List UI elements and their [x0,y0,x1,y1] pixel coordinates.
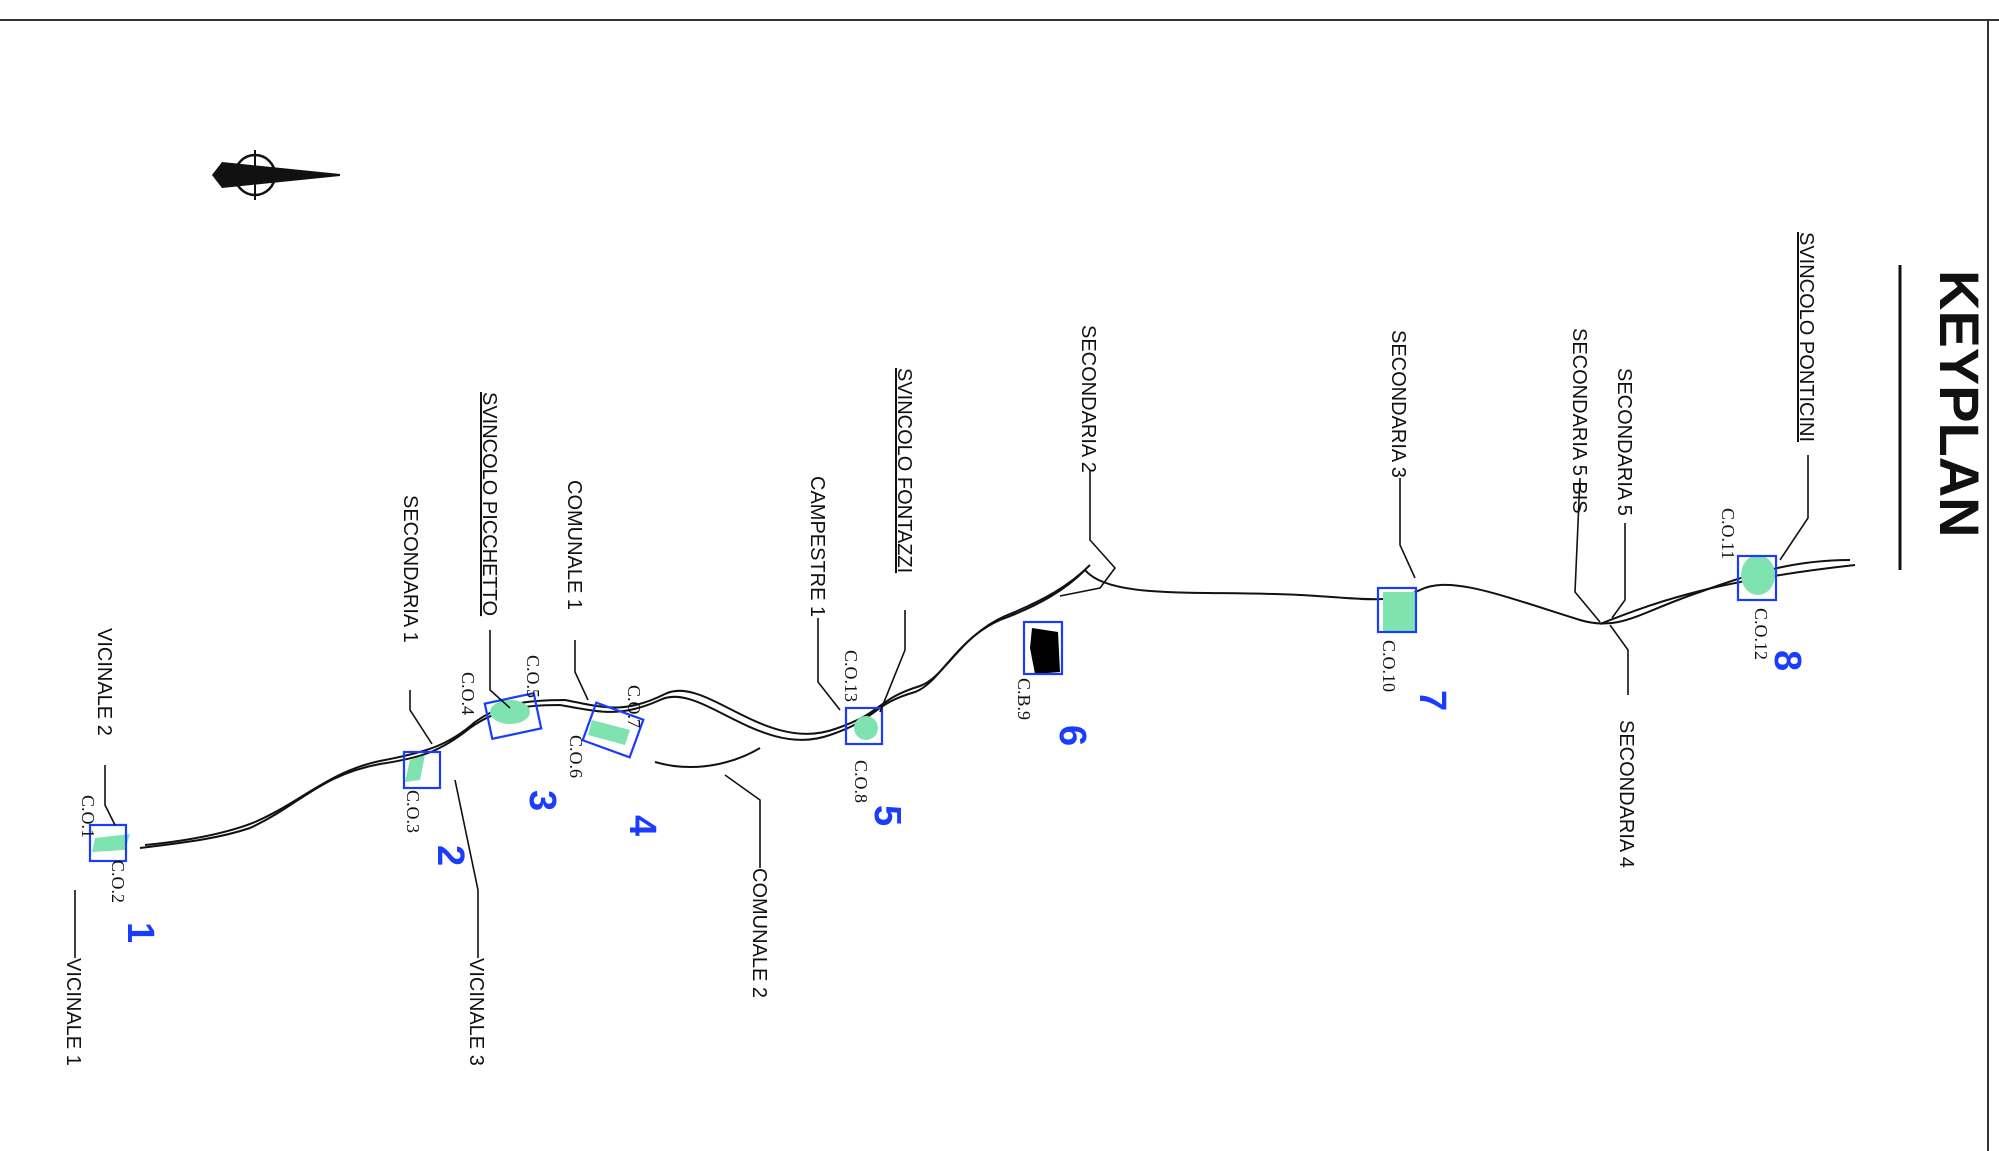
site-box-6 [1022,620,1064,676]
code-co7: C.O.7 [624,685,644,728]
code-co4: C.O.4 [458,672,478,715]
area-6 [1030,628,1060,674]
site-box-7 [1376,586,1418,634]
site-box-4 [581,701,645,759]
site-box-2 [402,750,442,790]
site-number-5: 5 [866,805,908,826]
label-comunale-1: COMUNALE 1 [563,480,585,610]
label-svincolo-ponticini: SVINCOLO PONTICINI [1795,232,1817,442]
site-number-4: 4 [621,815,663,836]
area-4 [588,720,630,745]
label-campestre-1: CAMPESTRE 1 [806,476,828,617]
label-secondaria-5: SECONDARIA 5 [1613,368,1635,516]
code-co1: C.O.1 [78,795,98,838]
site-number-8: 8 [1766,650,1808,671]
site-number-2: 2 [429,845,471,866]
label-svincolo-picchetto: SVINCOLO PICCHETTO [478,392,500,616]
label-secondaria-2: SECONDARIA 2 [1077,325,1099,473]
road-labels: VICINALE 2 VICINALE 1 SECONDARIA 1 VICIN… [62,232,1817,1066]
north-arrow-icon: N [212,150,340,200]
code-co10: C.O.10 [1379,640,1399,692]
label-comunale-2: COMUNALE 2 [748,868,770,998]
code-co3: C.O.3 [403,790,423,833]
code-co12: C.O.12 [1751,608,1771,660]
area-1 [92,834,130,852]
code-co8: C.O.8 [851,760,871,803]
code-co2: C.O.2 [108,860,128,903]
label-vicinale-2: VICINALE 2 [93,628,115,736]
label-secondaria-3: SECONDARIA 3 [1387,330,1409,478]
site-box-8 [1736,554,1778,602]
site-box-5 [844,706,884,746]
north-letter: N [244,170,266,184]
area-3 [490,700,530,724]
code-co13: C.O.13 [841,650,861,702]
area-7 [1383,592,1415,632]
road-alignment [139,559,1856,849]
site-box-1 [88,823,128,863]
code-co11: C.O.11 [1718,508,1738,559]
label-vicinale-1: VICINALE 1 [62,958,84,1066]
code-co6: C.O.6 [566,735,586,778]
label-secondaria-5-bis: SECONDARIA 5 BIS [1568,328,1590,514]
page-title: KEYPLAN [1928,270,1991,538]
area-8 [1741,555,1775,595]
site-number-6: 6 [1051,725,1093,746]
label-svincolo-fontazzi: SVINCOLO FONTAZZI [893,368,915,573]
leader-lines [74,455,1809,958]
label-vicinale-3: VICINALE 3 [465,958,487,1066]
area-5 [854,716,878,740]
code-co5: C.O.5 [523,655,543,698]
code-cb9: C.B.9 [1014,678,1034,720]
site-box-3 [483,691,543,741]
site-number-7: 7 [1411,690,1453,711]
site-codes: C.O.1 C.O.2 C.O.3 C.O.4 C.O.5 C.O.6 C.O.… [78,508,1771,903]
label-secondaria-4: SECONDARIA 4 [1615,720,1637,868]
site-number-3: 3 [521,790,563,811]
site-number-1: 1 [119,922,161,943]
area-2 [405,755,425,782]
site-numbers: 1 2 3 4 5 6 7 8 [119,650,1808,943]
intervention-areas [92,555,1775,852]
site-boxes [88,554,1778,863]
label-secondaria-1: SECONDARIA 1 [399,495,421,643]
